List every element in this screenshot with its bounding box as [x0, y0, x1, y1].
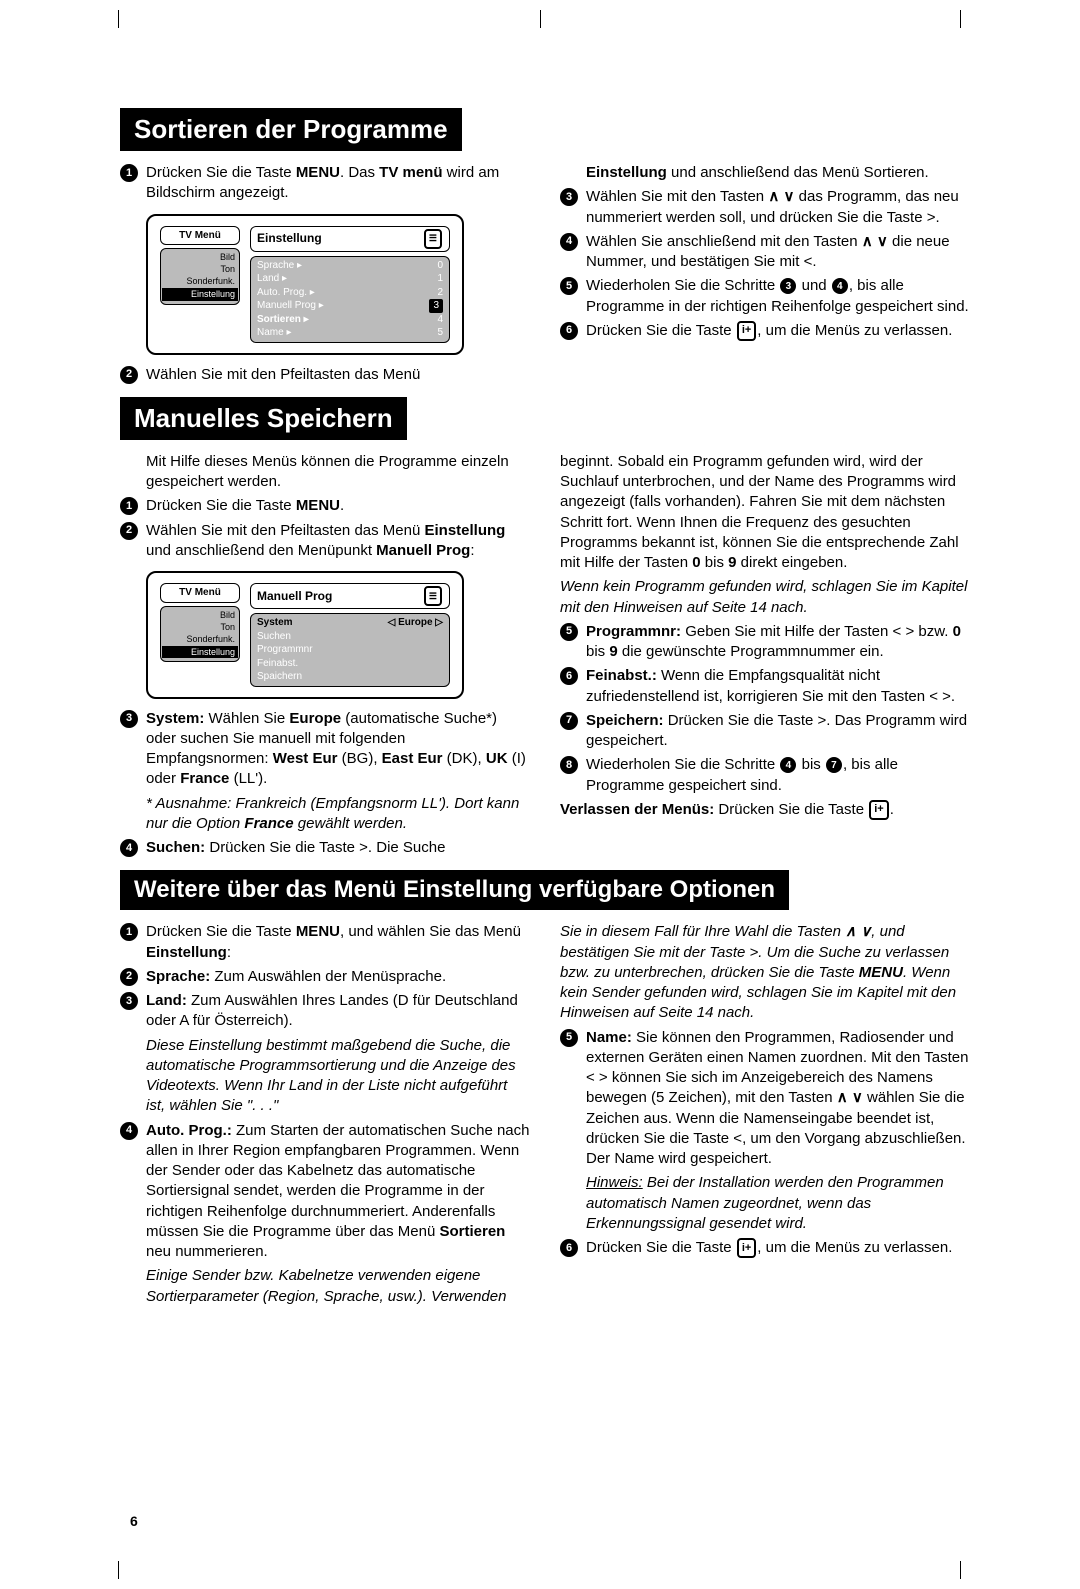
bullet-8: 8: [560, 756, 578, 774]
manual-page: Sortieren der Programme 1 Drücken Sie di…: [0, 0, 1080, 1589]
crop-mark: [540, 10, 541, 28]
menu-left-items: Bild Ton Sonderfunk. Einstellung: [160, 248, 240, 305]
bullet-6: 6: [560, 667, 578, 685]
sec3-step3-note: Diese Einstellung bestimmt maßgebend die…: [120, 1036, 530, 1117]
sec2-step4-note: Wenn kein Programm gefunden wird, schlag…: [560, 577, 970, 618]
bullet-4: 4: [120, 1122, 138, 1140]
bullet-3: 3: [560, 188, 578, 206]
bullet-2: 2: [120, 968, 138, 986]
bullet-4: 4: [120, 839, 138, 857]
sec1-step1: 1 Drücken Sie die Taste MENU. Das TV men…: [120, 163, 530, 204]
bullet-2: 2: [120, 522, 138, 540]
sec1-step5: 5 Wiederholen Sie die Schritte 3 und 4, …: [560, 276, 970, 317]
bullet-1: 1: [120, 164, 138, 182]
menu-right-items: Sprache ▸0 Land ▸1 Auto. Prog. ▸2 Manuel…: [250, 256, 450, 343]
bullet-5: 5: [560, 277, 578, 295]
sec2-step3: 3 System: Wählen Sie Europe (automatisch…: [120, 709, 530, 790]
sec3-step2: 2 Sprache: Zum Auswählen der Menüsprache…: [120, 967, 530, 987]
sec1-step4: 4 Wählen Sie anschließend mit den Tasten…: [560, 232, 970, 273]
sec3-columns: 1 Drücken Sie die Taste MENU, und wählen…: [120, 918, 970, 1309]
menu-einstellung-box: TV Menü Bild Ton Sonderfunk. Einstellung…: [146, 214, 464, 355]
heading-weitere: Weitere über das Menü Einstellung verfüg…: [120, 870, 789, 910]
crop-mark: [118, 10, 119, 28]
crop-mark: [118, 1561, 119, 1579]
sec2-col-left: Mit Hilfe dieses Menüs können die Progra…: [120, 448, 530, 863]
ref-3: 3: [780, 278, 796, 294]
sec2-exit: Verlassen der Menüs: Drücken Sie die Tas…: [560, 800, 970, 820]
ref-4: 4: [832, 278, 848, 294]
bullet-2: 2: [120, 366, 138, 384]
sec1-col-right: Einstellung und anschließend das Menü So…: [560, 159, 970, 389]
sec2-step2: 2 Wählen Sie mit den Pfeiltasten das Men…: [120, 521, 530, 562]
sec3-step4: 4 Auto. Prog.: Zum Starten der automatis…: [120, 1121, 530, 1263]
sec1-step3: 3 Wählen Sie mit den Tasten ∧ ∨ das Prog…: [560, 187, 970, 228]
bullet-5: 5: [560, 623, 578, 641]
sec2-step6: 6 Feinabst.: Wenn die Empfangsqualität n…: [560, 666, 970, 707]
sec3-step3: 3 Land: Zum Auswählen Ihres Landes (D fü…: [120, 991, 530, 1032]
sec1-columns: 1 Drücken Sie die Taste MENU. Das TV men…: [120, 159, 970, 389]
sec3-step4-note: Einige Sender bzw. Kabelnetze verwenden …: [120, 1266, 530, 1307]
menu-right-title: Einstellung ☰: [250, 226, 450, 252]
menu-icon: ☰: [424, 586, 442, 606]
sec3-step1: 1 Drücken Sie die Taste MENU, und wählen…: [120, 922, 530, 963]
sec3-col-left: 1 Drücken Sie die Taste MENU, und wählen…: [120, 918, 530, 1309]
bullet-5: 5: [560, 1029, 578, 1047]
sec3-step5: 5 Name: Sie können den Programmen, Radio…: [560, 1028, 970, 1170]
ref-4: 4: [780, 757, 796, 773]
sec1-step2: 2 Wählen Sie mit den Pfeiltasten das Men…: [120, 365, 530, 385]
page-number: 6: [130, 1513, 138, 1529]
heading-sortieren: Sortieren der Programme: [120, 108, 462, 151]
key-iplus: i+: [869, 800, 888, 820]
sec2-step7: 7 Speichern: Drücken Sie die Taste >. Da…: [560, 711, 970, 752]
bullet-1: 1: [120, 923, 138, 941]
crop-mark: [960, 1561, 961, 1579]
sec2-step3-note: * Ausnahme: Frankreich (Empfangsnorm LL'…: [120, 794, 530, 835]
sec3-step5-note: Hinweis: Bei der Installation werden den…: [560, 1173, 970, 1234]
key-iplus: i+: [737, 1238, 756, 1258]
sec2-step1: 1 Drücken Sie die Taste MENU.: [120, 496, 530, 516]
crop-mark: [960, 10, 961, 28]
sec3-col-right: Sie in diesem Fall für Ihre Wahl die Tas…: [560, 918, 970, 1309]
bullet-3: 3: [120, 992, 138, 1010]
bullet-4: 4: [560, 233, 578, 251]
sec1-step6: 6 Drücken Sie die Taste i+, um die Menüs…: [560, 321, 970, 341]
bullet-6: 6: [560, 322, 578, 340]
sec2-columns: Mit Hilfe dieses Menüs können die Progra…: [120, 448, 970, 863]
menu-left-title: TV Menü: [160, 226, 240, 246]
sec2-step5: 5 Programmnr: Geben Sie mit Hilfe der Ta…: [560, 622, 970, 663]
sec1-col-left: 1 Drücken Sie die Taste MENU. Das TV men…: [120, 159, 530, 389]
ref-7: 7: [826, 757, 842, 773]
menu-icon: ☰: [424, 229, 442, 249]
key-iplus: i+: [737, 321, 756, 341]
sec2-step4: 4 Suchen: Drücken Sie die Taste >. Die S…: [120, 838, 530, 858]
sec2-col-right: beginnt. Sobald ein Programm gefunden wi…: [560, 448, 970, 863]
bullet-7: 7: [560, 712, 578, 730]
sec3-step6: 6 Drücken Sie die Taste i+, um die Menüs…: [560, 1238, 970, 1258]
bullet-6: 6: [560, 1239, 578, 1257]
sec2-intro: Mit Hilfe dieses Menüs können die Progra…: [120, 452, 530, 493]
bullet-1: 1: [120, 497, 138, 515]
bullet-3: 3: [120, 710, 138, 728]
sec2-step8: 8 Wiederholen Sie die Schritte 4 bis 7, …: [560, 755, 970, 796]
menu-manuell-box: TV Menü Bild Ton Sonderfunk. Einstellung…: [146, 571, 464, 699]
heading-manuelles: Manuelles Speichern: [120, 397, 407, 440]
